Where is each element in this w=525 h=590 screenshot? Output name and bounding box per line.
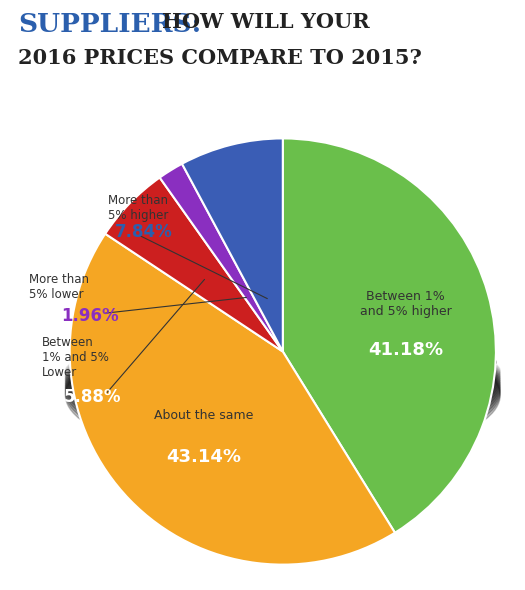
Ellipse shape [70, 339, 496, 386]
Ellipse shape [70, 339, 496, 386]
Ellipse shape [66, 337, 500, 409]
Ellipse shape [70, 339, 496, 386]
Ellipse shape [70, 339, 496, 386]
Ellipse shape [70, 339, 496, 386]
Ellipse shape [66, 335, 500, 425]
Ellipse shape [66, 333, 500, 435]
Ellipse shape [70, 339, 496, 386]
Wedge shape [160, 164, 283, 352]
Text: SUPPLIERS:: SUPPLIERS: [18, 12, 201, 37]
Text: Between 1%
and 5% higher: Between 1% and 5% higher [360, 290, 452, 318]
Ellipse shape [70, 339, 496, 386]
Ellipse shape [66, 336, 500, 414]
Ellipse shape [70, 339, 496, 386]
Text: 43.14%: 43.14% [166, 448, 241, 466]
Ellipse shape [70, 339, 496, 386]
Ellipse shape [66, 332, 500, 441]
Text: More than
5% lower: More than 5% lower [29, 273, 89, 301]
Text: 5.88%: 5.88% [64, 388, 121, 406]
Ellipse shape [66, 338, 500, 404]
Ellipse shape [66, 336, 500, 419]
Ellipse shape [70, 339, 496, 386]
Ellipse shape [70, 339, 496, 386]
Text: 7.84%: 7.84% [114, 223, 172, 241]
Ellipse shape [66, 332, 500, 446]
Ellipse shape [66, 330, 500, 457]
Text: 2016 PRICES COMPARE TO 2015?: 2016 PRICES COMPARE TO 2015? [18, 48, 422, 68]
Ellipse shape [66, 329, 500, 462]
Ellipse shape [70, 339, 496, 386]
Text: 41.18%: 41.18% [368, 340, 443, 359]
Wedge shape [105, 178, 283, 352]
Wedge shape [70, 234, 395, 565]
Ellipse shape [66, 334, 500, 430]
Wedge shape [283, 139, 496, 533]
Text: More than
5% higher: More than 5% higher [108, 194, 168, 222]
Text: 1.96%: 1.96% [61, 307, 119, 325]
Text: Between
1% and 5%
Lower: Between 1% and 5% Lower [42, 336, 109, 379]
Wedge shape [182, 139, 283, 352]
Ellipse shape [70, 339, 496, 386]
Ellipse shape [70, 339, 496, 386]
Text: HOW WILL YOUR: HOW WILL YOUR [162, 12, 370, 32]
Ellipse shape [70, 339, 496, 386]
Ellipse shape [70, 339, 496, 386]
Text: About the same: About the same [153, 409, 253, 422]
Ellipse shape [70, 339, 496, 386]
Ellipse shape [66, 330, 500, 451]
Ellipse shape [70, 339, 496, 386]
